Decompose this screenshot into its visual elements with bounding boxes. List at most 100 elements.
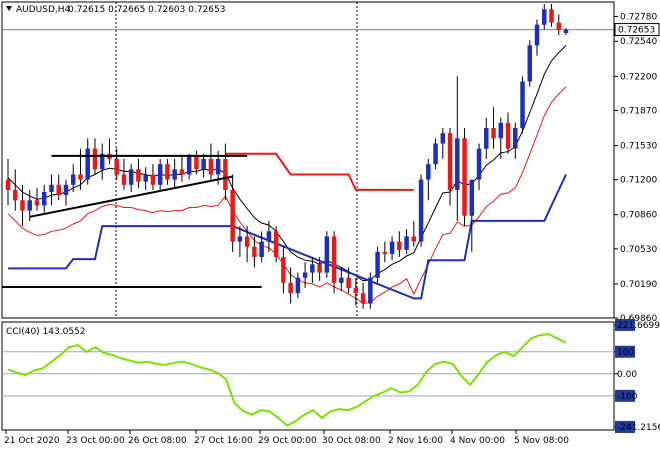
candlestick-series [5,4,569,309]
bullish-candle-body [295,277,301,294]
rising-support-trendline[interactable] [29,175,233,218]
bearish-candle-body [382,251,388,254]
bullish-candle-body [368,277,373,304]
bearish-candle-body [556,22,561,30]
bearish-candle-body [34,200,40,206]
bullish-candle-body [99,153,105,170]
price-tick-label: 0.72540 [620,37,657,47]
bearish-candle-body [397,241,402,250]
cci-level-box [615,345,635,358]
cci-tick-label: 221.6699 [617,321,660,331]
cci-level-box [615,389,635,402]
current-price-box [614,23,660,37]
bearish-candle-body [360,293,366,304]
cci-title: CCI(40) 143.0552 [6,327,86,337]
bearish-candle-body [505,122,511,149]
bullish-candle-body [433,143,438,165]
time-tick-label: 30 Oct 08:00 [322,436,381,446]
bearish-candle-body [331,236,337,283]
bullish-candle-body [27,200,32,211]
cci-tick-label: 0.00 [617,370,637,380]
bullish-candle-body [440,133,446,144]
bearish-candle-body [346,277,351,289]
bullish-candle-body [41,192,47,206]
price-tick-label: 0.71200 [620,176,657,186]
bearish-candle-body [194,156,199,170]
dropdown-triangle-icon[interactable] [6,6,12,11]
price-tick-label: 0.71530 [620,142,657,152]
bullish-candle-body [542,9,547,25]
price-axis: 0.72780 0.72540 0.72200 0.71870 0.71530 0.712… [614,12,660,324]
bullish-candle-body [49,184,54,193]
bearish-candle-body [92,148,98,170]
price-tick-label: 0.72200 [620,72,657,82]
bullish-candle-body [339,277,344,283]
price-tick-label: 0.71870 [620,106,657,116]
bearish-candle-body [252,246,257,258]
time-tick-label: 4 Nov 00:00 [450,436,505,446]
bullish-candle-body [324,236,330,273]
current-price-label: 0.72653 [618,26,655,36]
bullish-candle-body [259,241,264,258]
bullish-candle-body [201,158,206,170]
time-tick-label: 26 Oct 08:00 [128,436,187,446]
bearish-candle-body [411,236,417,242]
cci-tick-label: -100 [617,392,638,402]
bearish-candle-body [114,158,119,175]
bullish-candle-body [534,24,540,46]
bearish-candle-body [244,236,250,247]
cci-tick-label: -241.2156 [617,423,660,433]
bearish-candle-body [223,158,228,190]
bearish-candle-body [136,169,141,182]
bullish-candle-body [128,169,134,185]
cci-series [7,333,567,427]
bullish-candle-body [484,127,489,149]
bearish-candle-body [20,200,25,211]
bearish-candle-body [281,257,286,283]
bullish-candle-body [63,184,69,196]
price-tick-label: 0.70860 [620,211,657,221]
bullish-candle-body [527,45,533,82]
price-pane[interactable]: AUDUSD,H4 0.72615 0.72665 0.72603 0.7265… [1,1,615,430]
bearish-candle-body [447,133,453,190]
bearish-candle-body [5,179,11,190]
bullish-candle-body [266,231,272,242]
bullish-candle-body [563,29,569,33]
bullish-candle-body [418,179,424,242]
bearish-candle-body [462,138,467,216]
bearish-candle-body [230,189,235,242]
bearish-candle-body [78,174,83,180]
bullish-candle-body [498,122,504,139]
bullish-candle-body [172,169,177,180]
symbol-label: AUDUSD,H4 [16,5,71,15]
bullish-candle-body [375,251,380,278]
cci-level-box [615,420,635,433]
bullish-candle-body [186,156,192,175]
ohlc-readout: 0.72615 0.72665 0.72603 0.72653 [68,5,225,15]
bearish-candle-body [56,184,61,196]
cci-grid [2,351,614,397]
price-tick-label: 0.70530 [620,245,657,255]
cci-tick-label: 100 [617,348,634,358]
bearish-candle-body [121,174,127,185]
bullish-candle-body [455,138,460,190]
trend-lines[interactable] [2,154,262,289]
bearish-candle-body [549,9,554,23]
time-tick-label: 21 Oct 2020 [4,436,60,446]
bullish-candle-body [85,148,90,180]
cci-pane[interactable]: CCI(40) 143.0552 [1,321,615,431]
time-tick-label: 5 Nov 08:00 [514,436,569,446]
bullish-candle-body [143,174,148,182]
bearish-candle-body [353,288,359,294]
time-tick-label: 29 Oct 00:00 [258,436,317,446]
slow-moving-average-line [7,86,567,305]
bearish-candle-body [13,189,18,201]
bearish-candle-body [208,158,214,175]
time-tick-label: 27 Oct 16:00 [194,436,253,446]
bullish-candle-body [426,164,431,180]
bullish-candle-body [469,179,475,216]
price-tick-label: 0.70190 [620,280,657,290]
bearish-candle-body [179,169,185,175]
bullish-candle-body [389,241,395,254]
